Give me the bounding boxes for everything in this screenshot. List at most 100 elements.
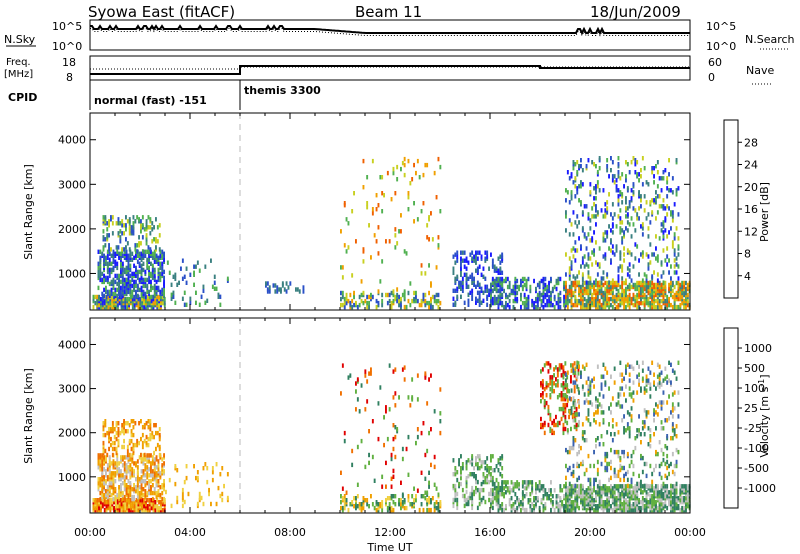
power-cell <box>181 258 184 263</box>
velocity-cell <box>638 473 640 479</box>
velocity-cell <box>140 475 143 480</box>
power-cell <box>422 172 425 178</box>
velocity-cell <box>553 430 555 436</box>
power-colorbar-tick-label: 4 <box>744 270 751 283</box>
power-cell <box>120 300 123 306</box>
velocity-cell <box>505 480 507 485</box>
power-cell <box>458 284 460 289</box>
velocity-cell <box>638 505 640 511</box>
power-cell <box>578 184 580 189</box>
power-cell <box>433 170 436 176</box>
velocity-cell <box>343 498 346 503</box>
power-cell <box>625 278 627 283</box>
velocity-cell <box>572 400 575 405</box>
power-cell <box>595 240 597 245</box>
power-cell <box>385 292 387 298</box>
power-cell <box>133 263 135 268</box>
velocity-cell <box>157 492 160 498</box>
velocity-cell <box>476 479 479 485</box>
velocity-cell <box>573 424 576 430</box>
power-cell <box>97 269 100 275</box>
power-cell <box>630 160 633 165</box>
power-cell <box>128 217 131 222</box>
power-cell <box>202 288 205 293</box>
velocity-cell <box>221 497 224 503</box>
velocity-cell <box>656 505 659 511</box>
velocity-cell <box>157 463 160 468</box>
power-cell <box>501 270 504 275</box>
velocity-cell <box>613 449 616 455</box>
power-cell <box>460 280 462 285</box>
velocity-cell <box>125 429 127 434</box>
velocity-cell <box>643 498 646 503</box>
power-cell <box>641 278 644 283</box>
power-cell <box>593 162 595 167</box>
velocity-cell <box>133 461 135 466</box>
power-cell <box>641 182 644 187</box>
velocity-cell <box>215 501 218 507</box>
power-cell <box>581 260 584 265</box>
velocity-cell <box>611 438 614 443</box>
power-cell <box>583 232 586 237</box>
power-cell <box>116 281 119 287</box>
power-cell <box>559 290 562 296</box>
power-cell <box>591 214 594 219</box>
velocity-cell <box>686 502 689 507</box>
power-cell <box>653 166 655 171</box>
velocity-cell <box>556 373 559 378</box>
power-cell <box>103 273 105 279</box>
power-cell <box>664 228 667 233</box>
power-cell <box>570 284 573 290</box>
velocity-cell <box>390 452 393 458</box>
power-cell <box>127 261 130 266</box>
power-cell <box>407 298 410 304</box>
velocity-cell <box>495 488 498 493</box>
velocity-cell <box>626 426 629 431</box>
power-cell <box>677 292 680 298</box>
power-cell <box>611 174 614 179</box>
velocity-cell <box>617 484 620 489</box>
velocity-cell <box>140 490 143 496</box>
velocity-cell <box>136 489 139 494</box>
power-cell <box>621 240 624 245</box>
power-cell <box>118 251 120 256</box>
power-cell <box>555 278 558 284</box>
velocity-cell <box>628 498 631 503</box>
power-cell <box>268 289 271 294</box>
power-cell <box>413 162 415 168</box>
power-cell <box>368 300 370 306</box>
velocity-cell <box>602 410 605 415</box>
velocity-cell <box>198 495 201 501</box>
power-cell <box>551 302 554 308</box>
power-cell <box>112 285 115 291</box>
power-cell <box>604 256 607 261</box>
power-cell <box>613 298 616 304</box>
velocity-cell <box>593 477 595 483</box>
power-cell <box>685 280 687 286</box>
velocity-cell <box>666 505 669 511</box>
power-cell <box>503 288 505 294</box>
velocity-cell <box>486 456 489 461</box>
power-cell <box>377 251 380 256</box>
velocity-cell <box>420 470 423 475</box>
velocity-cell <box>589 477 592 483</box>
velocity-cell <box>578 400 580 405</box>
power-cell <box>499 266 502 271</box>
power-cell <box>142 267 145 273</box>
velocity-cell <box>593 484 595 489</box>
power-cell <box>124 296 127 302</box>
power-cell <box>668 296 670 302</box>
velocity-cell <box>568 414 570 420</box>
velocity-cell <box>437 505 440 511</box>
power-cell <box>610 248 612 253</box>
power-cell <box>392 298 395 304</box>
power-cell <box>555 300 558 306</box>
velocity-cell <box>385 409 387 414</box>
velocity-cell <box>127 469 130 474</box>
power-cell <box>606 292 609 298</box>
velocity-cell <box>121 455 124 460</box>
velocity-cell <box>593 463 595 469</box>
power-cell <box>608 296 610 302</box>
velocity-cell <box>521 505 524 511</box>
velocity-cell <box>568 492 571 497</box>
